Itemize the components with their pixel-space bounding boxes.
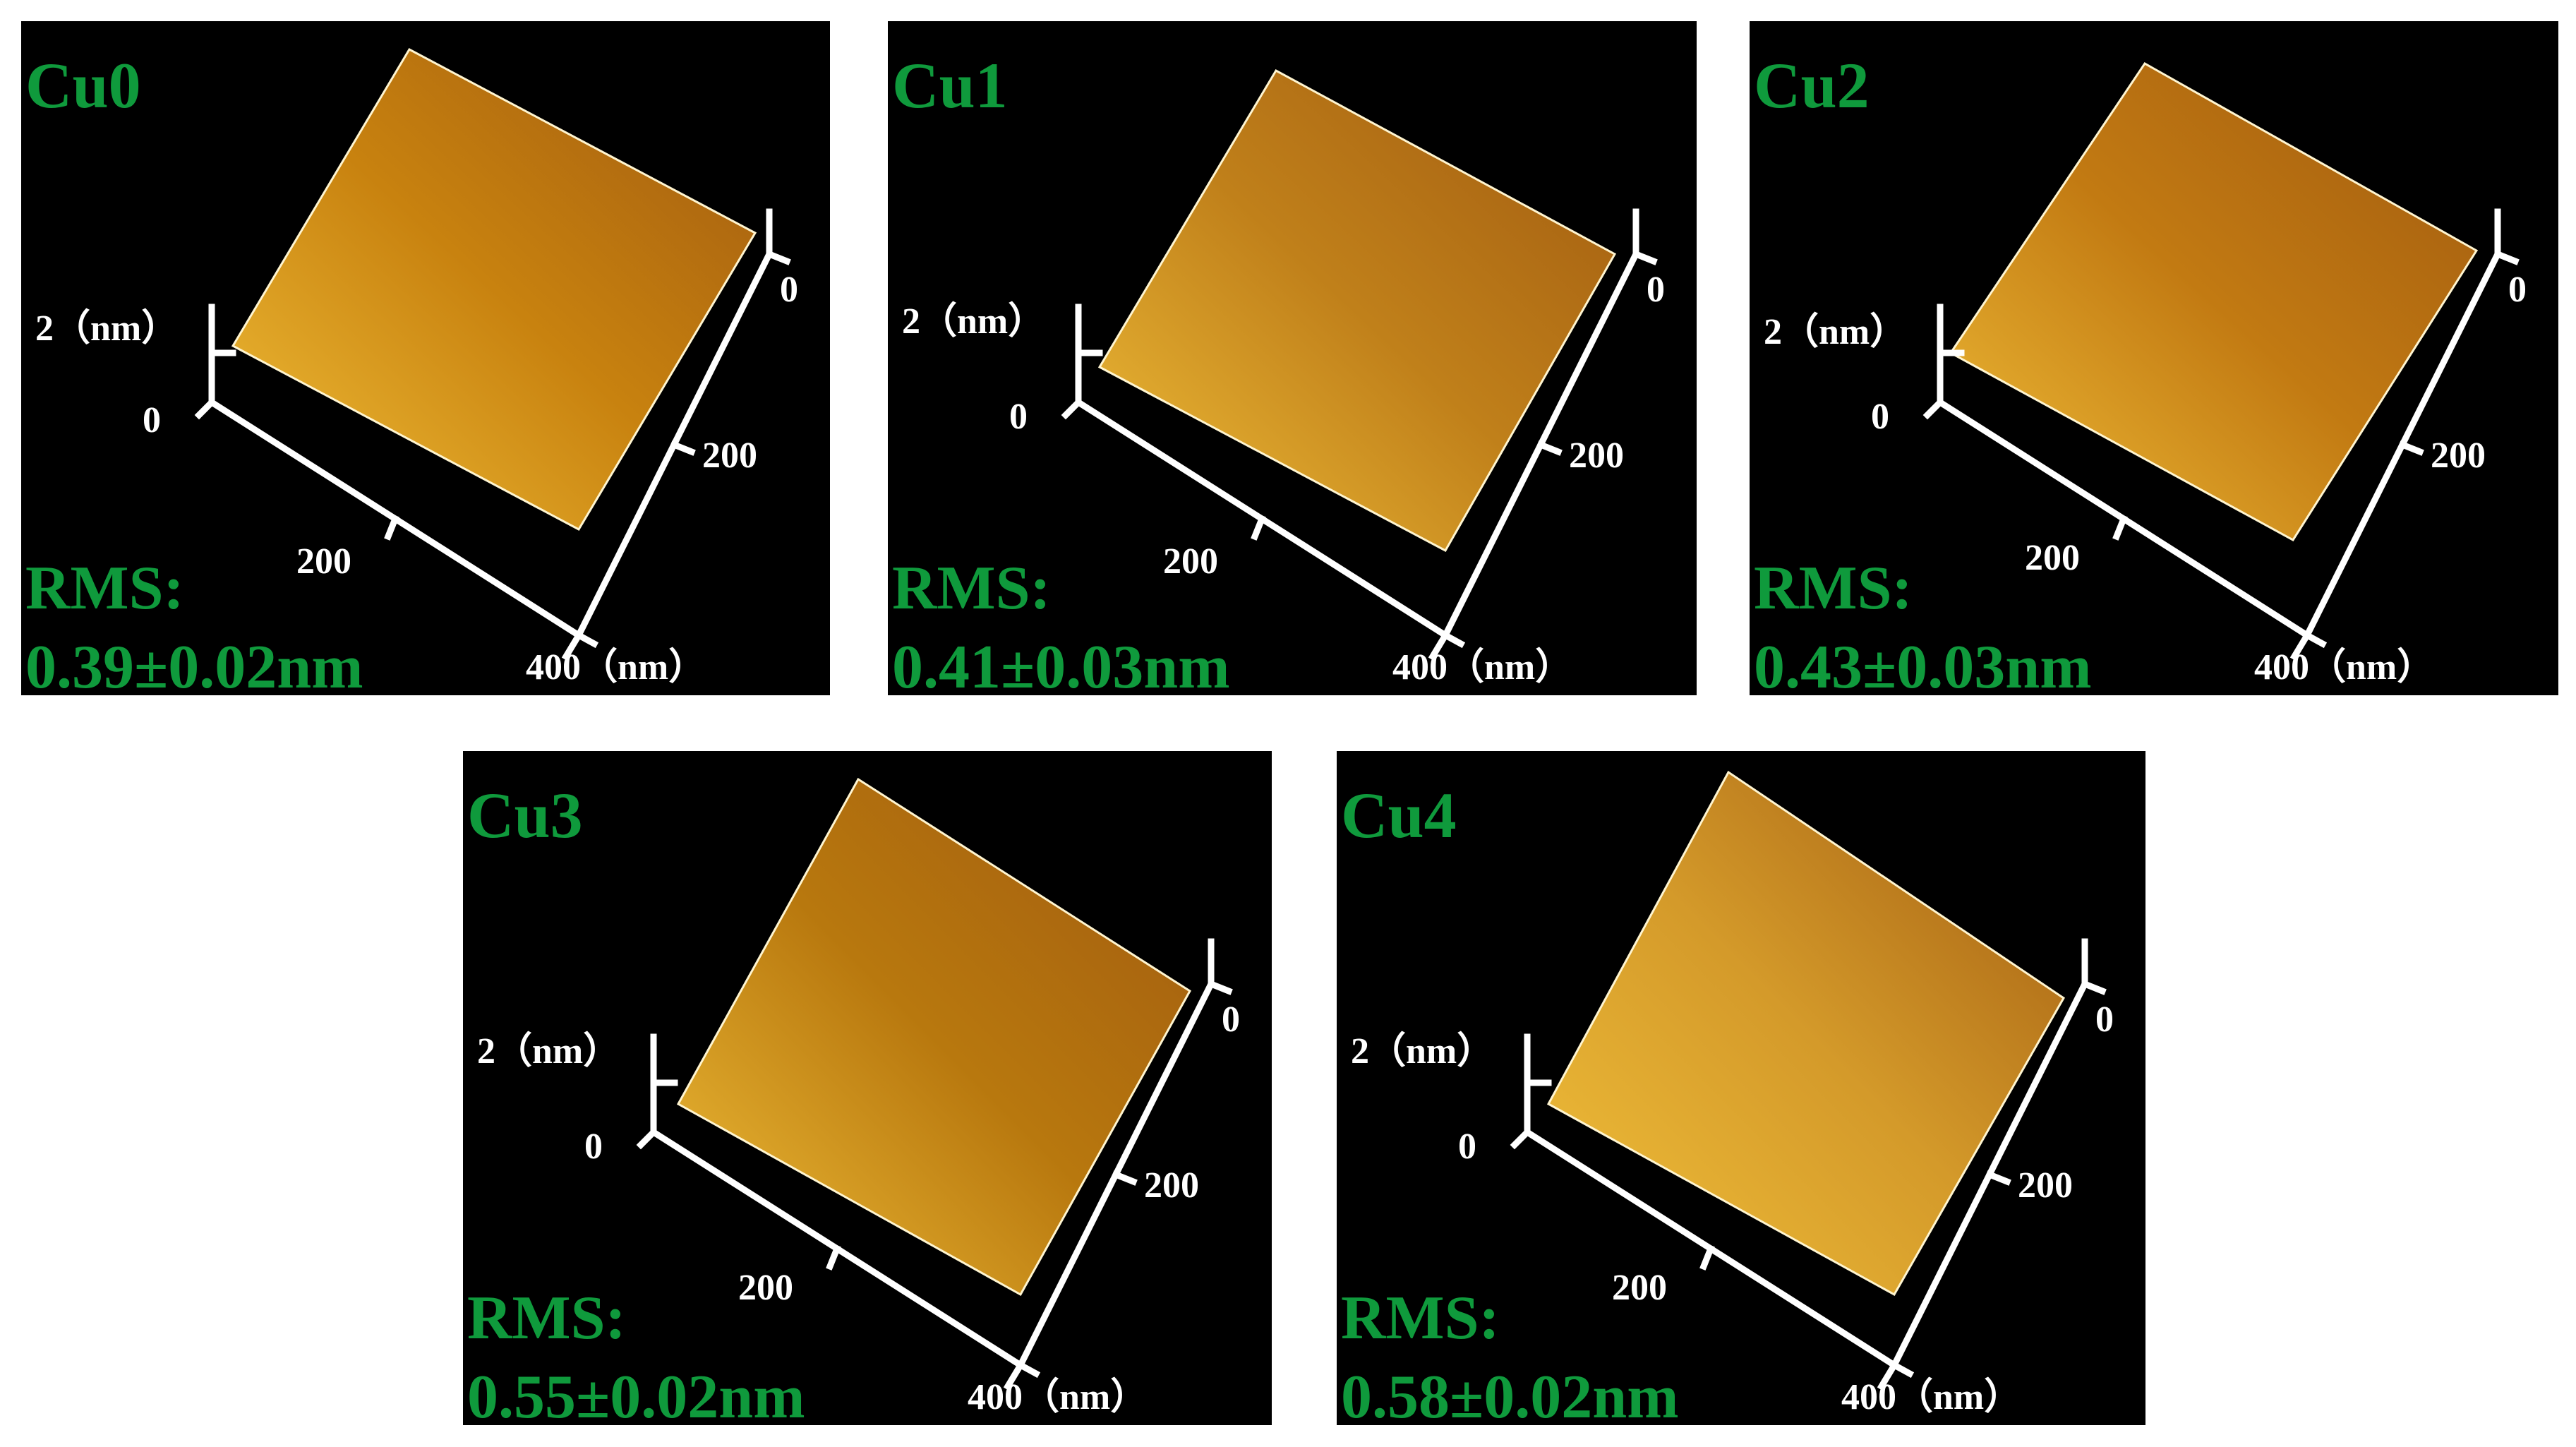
z-axis-zero: 0	[1458, 1127, 1476, 1167]
y-axis-zero: 0	[2508, 270, 2527, 310]
x-axis-end: 400（nm）	[1841, 1377, 2021, 1417]
x-axis-mid: 200	[296, 541, 351, 582]
y-axis-zero: 0	[780, 270, 798, 310]
rms-value: 0.43±0.03nm	[1754, 633, 2092, 696]
rms-value: 0.58±0.02nm	[1341, 1363, 1679, 1426]
rms-label: RMS:	[467, 1284, 626, 1352]
rms-label: RMS:	[1341, 1284, 1500, 1352]
x-axis-mid: 200	[738, 1268, 793, 1308]
afm-surface-image	[1922, 62, 2520, 661]
y-axis-zero: 0	[1647, 270, 1665, 310]
rms-label: RMS:	[892, 554, 1051, 623]
afm-surface-image	[1061, 68, 1658, 661]
z-axis-zero: 0	[143, 400, 161, 440]
afm-panel-cu0: Cu0 RMS: 0.39±0.02nm 2（nm） 0 200 400（nm）…	[21, 21, 830, 695]
afm-surface-image	[636, 777, 1233, 1391]
rms-value: 0.41±0.03nm	[892, 633, 1230, 696]
x-axis-end: 400（nm）	[968, 1377, 1148, 1417]
sample-label: Cu2	[1754, 49, 1870, 121]
z-axis-label: 2（nm）	[902, 301, 1045, 342]
x-axis-mid: 200	[1612, 1268, 1667, 1308]
y-axis-mid: 200	[1144, 1165, 1199, 1206]
y-axis-mid: 200	[2018, 1165, 2073, 1206]
y-axis-zero: 0	[1222, 999, 1240, 1040]
afm-panel-cu1: Cu1 RMS: 0.41±0.03nm 2（nm） 0 200 400（nm）…	[888, 21, 1697, 695]
z-axis-label: 2（nm）	[1764, 312, 1907, 352]
x-axis-end: 400（nm）	[526, 647, 706, 688]
sample-label: Cu3	[467, 779, 583, 851]
afm-panel-cu4: Cu4 RMS: 0.58±0.02nm 2（nm） 0 200 400（nm）…	[1337, 751, 2145, 1425]
rms-value: 0.55±0.02nm	[467, 1363, 805, 1426]
afm-panel-cu3: Cu3 RMS: 0.55±0.02nm 2（nm） 0 200 400（nm）…	[463, 751, 1272, 1425]
y-axis-mid: 200	[2431, 436, 2486, 476]
z-axis-zero: 0	[1871, 397, 1889, 437]
afm-surface-image	[1510, 770, 2107, 1391]
y-axis-mid: 200	[702, 436, 757, 476]
rms-value: 0.39±0.02nm	[25, 633, 363, 696]
z-axis-label: 2（nm）	[1351, 1031, 1494, 1071]
rms-label: RMS:	[25, 554, 184, 623]
y-axis-mid: 200	[1569, 436, 1624, 476]
z-axis-label: 2（nm）	[35, 308, 179, 349]
z-axis-zero: 0	[1009, 397, 1028, 437]
sample-label: Cu0	[25, 49, 141, 121]
x-axis-end: 400（nm）	[1392, 647, 1572, 688]
x-axis-mid: 200	[1163, 541, 1218, 582]
z-axis-zero: 0	[584, 1127, 603, 1167]
x-axis-end: 400（nm）	[2254, 647, 2434, 688]
rms-label: RMS:	[1754, 554, 1913, 623]
z-axis-label: 2（nm）	[477, 1031, 620, 1071]
sample-label: Cu4	[1341, 779, 1457, 851]
y-axis-zero: 0	[2095, 999, 2114, 1040]
sample-label: Cu1	[892, 49, 1008, 121]
x-axis-mid: 200	[2025, 538, 2080, 578]
afm-panel-cu2: Cu2 RMS: 0.43±0.03nm 2（nm） 0 200 400（nm）…	[1750, 21, 2558, 695]
afm-surface-image	[194, 48, 791, 661]
